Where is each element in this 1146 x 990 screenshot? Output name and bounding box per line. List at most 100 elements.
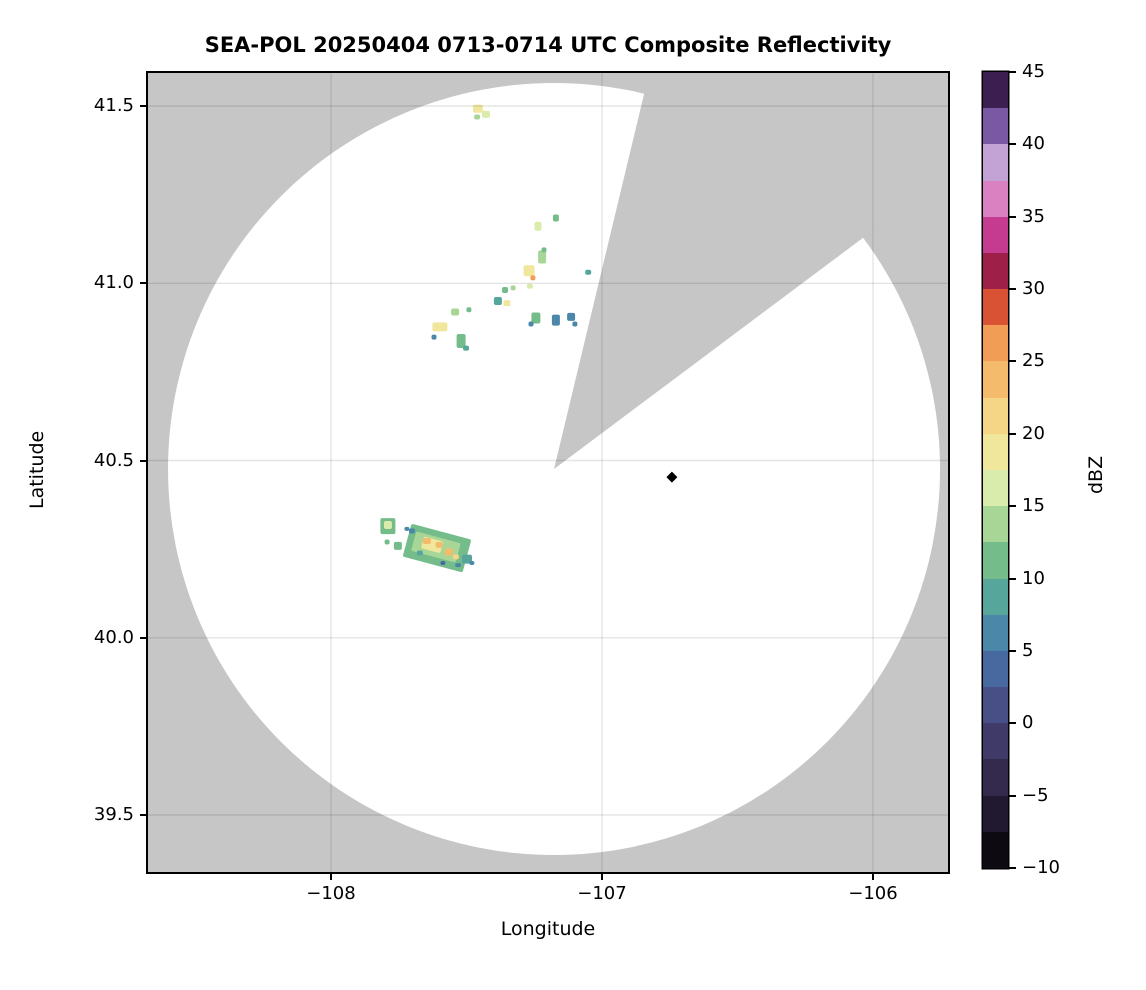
colorbar-band — [983, 397, 1008, 434]
colorbar-tick-label: 20 — [1022, 422, 1045, 444]
colorbar-tick-mark — [1009, 505, 1016, 508]
colorbar-band — [983, 578, 1008, 615]
plot-area — [148, 73, 948, 872]
x-tick-mark — [601, 872, 603, 880]
colorbar-tick-mark — [1009, 71, 1016, 73]
y-tick-mark — [140, 282, 148, 285]
y-axis-label: Latitude — [26, 430, 48, 509]
colorbar-band — [983, 252, 1008, 290]
echo-cell — [531, 312, 541, 324]
y-tick-mark — [140, 105, 148, 107]
echo-cell — [455, 563, 462, 568]
radar-plot-canvas — [148, 73, 948, 872]
colorbar-band — [983, 180, 1008, 217]
colorbar-band — [983, 541, 1008, 579]
echo-cell — [463, 345, 469, 351]
echo-cell — [451, 308, 460, 316]
y-tick-label: 41.0 — [93, 272, 134, 294]
colorbar-tick-mark — [1009, 432, 1016, 435]
colorbar-tick-mark — [1009, 722, 1016, 725]
echo-cell — [435, 541, 443, 548]
colorbar-tick-label: 40 — [1022, 133, 1045, 155]
echo-cell — [552, 214, 559, 222]
x-tick-mark — [872, 872, 874, 880]
y-tick-label: 41.5 — [93, 95, 134, 116]
echo-cell — [585, 269, 592, 275]
colorbar-band — [983, 216, 1008, 253]
colorbar-band — [983, 686, 1008, 724]
colorbar-band — [983, 288, 1008, 326]
colorbar-band — [983, 795, 1008, 832]
colorbar-tick-label: 10 — [1022, 567, 1045, 589]
colorbar-tick-label: 5 — [1022, 639, 1034, 661]
colorbar-tick-mark — [1009, 143, 1016, 146]
echo-cell — [474, 114, 481, 120]
echo-cell — [469, 561, 475, 565]
echo-cell — [526, 283, 533, 289]
colorbar-tick-label: 45 — [1022, 61, 1045, 82]
x-axis-label: Longitude — [500, 918, 596, 940]
colorbar-band — [983, 758, 1008, 796]
colorbar-tick-mark — [1009, 794, 1016, 797]
y-tick-mark — [140, 459, 148, 462]
colorbar-tick-mark — [1009, 577, 1016, 580]
echo-cell — [541, 247, 547, 253]
echo-cell — [416, 550, 423, 556]
echo-cell — [528, 321, 534, 327]
echo-cell — [462, 554, 472, 564]
colorbar-band — [983, 614, 1008, 651]
echo-cell — [440, 561, 446, 565]
echo-cell — [384, 539, 390, 545]
echo-cell — [431, 334, 437, 340]
colorbar-tick-label: 0 — [1022, 712, 1034, 734]
echo-cell — [383, 521, 392, 529]
colorbar — [983, 71, 1008, 868]
echo-cell — [444, 548, 453, 556]
echo-cell — [530, 275, 536, 281]
y-tick-label: 40.5 — [93, 449, 134, 471]
colorbar-tick-label: −10 — [1022, 857, 1060, 878]
echo-cell — [482, 110, 490, 118]
echo-cell — [422, 538, 431, 544]
y-tick-label: 40.0 — [93, 626, 134, 648]
echo-cell — [472, 104, 483, 113]
echo-cell — [409, 528, 415, 534]
echo-cell — [534, 221, 542, 231]
echo-cell — [503, 300, 511, 307]
colorbar-tick-mark — [1009, 288, 1016, 291]
colorbar-band — [983, 831, 1008, 868]
y-tick-mark — [140, 636, 148, 639]
colorbar-band — [983, 722, 1008, 760]
echo-cell — [538, 250, 547, 264]
colorbar-tick-mark — [1009, 215, 1016, 218]
colorbar-band — [983, 505, 1008, 543]
site-marker-diamond — [666, 471, 678, 483]
echo-cell — [567, 312, 576, 321]
colorbar-tick-mark — [1009, 867, 1016, 869]
colorbar-band — [983, 143, 1008, 181]
colorbar-band — [983, 650, 1008, 688]
echo-cell — [452, 554, 459, 560]
colorbar-tick-label: 30 — [1022, 278, 1045, 300]
missing-sector-wedge — [554, 80, 875, 470]
echo-cell — [572, 321, 578, 327]
echo-cell — [551, 314, 560, 326]
y-tick-mark — [140, 814, 148, 816]
x-tick-label: −108 — [306, 883, 356, 904]
echo-cell — [493, 297, 502, 305]
echo-cell — [393, 541, 402, 550]
echo-cell — [523, 265, 535, 277]
colorbar-band — [983, 324, 1008, 362]
x-tick-label: −107 — [577, 883, 627, 904]
colorbar-tick-label: 15 — [1022, 495, 1045, 517]
y-tick-label: 39.5 — [93, 804, 134, 825]
colorbar-tick-label: 35 — [1022, 205, 1045, 227]
x-tick-label: −106 — [848, 883, 898, 904]
colorbar-band — [983, 433, 1008, 470]
x-tick-mark — [330, 872, 332, 880]
colorbar-tick-mark — [1009, 360, 1016, 363]
echo-cell — [456, 334, 466, 348]
echo-cell — [466, 307, 472, 313]
echo-cell — [502, 287, 508, 293]
